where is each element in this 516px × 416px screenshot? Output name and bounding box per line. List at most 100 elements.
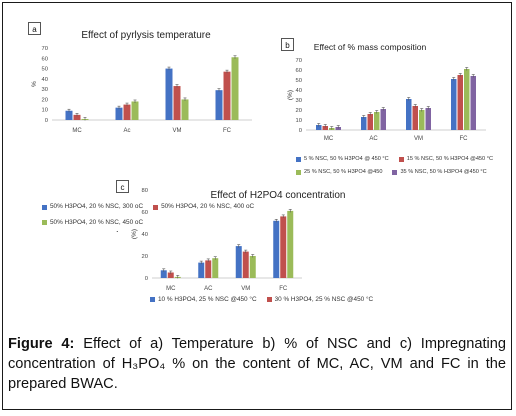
y-tick-label: 60 (42, 56, 48, 62)
bar (212, 258, 219, 278)
category-label: AC (369, 136, 378, 142)
figure-frame (2, 2, 512, 410)
bar (242, 251, 249, 278)
y-tick-label: 40 (142, 232, 148, 238)
category-label: FC (279, 286, 288, 292)
y-tick-label: 30 (296, 98, 302, 104)
y-tick-label: 60 (296, 68, 302, 74)
legend-label: 50% H3PO4, 20 % NSC, 400 oC (161, 203, 255, 210)
chart-a-legend: 50% H3PO4, 20 % NSC, 300 oC 50% H3PO4, 20… (42, 200, 282, 231)
legend-item: 10 % H3PO4, 25 % NSC @450 °C (150, 296, 257, 303)
bar (115, 107, 123, 120)
chart-c-panel-label: c (116, 180, 129, 193)
legend-label: 15 % NSC, 50 % H3PO4 @450 °C (406, 156, 493, 162)
legend-swatch (42, 220, 47, 225)
bar (280, 216, 287, 278)
category-label: MC (324, 136, 334, 142)
bar (205, 260, 212, 278)
bar (173, 86, 181, 120)
legend-label: 10 % H3PO4, 25 % NSC @450 °C (158, 296, 257, 303)
legend-label: 50% H3PO4, 20 % NSC, 450 oC (50, 218, 144, 226)
y-tick-label: 0 (145, 276, 148, 282)
y-tick-label: 30 (42, 87, 48, 93)
bar (425, 108, 431, 130)
chart-b-legend: 5 % NSC, 50 % H3PO4 @ 450 °C 15 % NSC, 50… (296, 154, 506, 180)
bar (181, 99, 189, 120)
bar (123, 104, 131, 120)
bar (322, 126, 328, 130)
chart-title: Effect of % mass composition (314, 42, 427, 52)
bar (223, 71, 231, 120)
bar (131, 101, 139, 120)
bar (287, 210, 294, 278)
y-tick-label: 20 (142, 254, 148, 260)
bar (73, 114, 81, 120)
y-tick-label: 10 (296, 118, 302, 124)
legend-swatch (150, 297, 155, 302)
y-axis-label: % (31, 81, 38, 87)
chart-b-panel-label: b (281, 38, 294, 51)
legend-swatch (266, 297, 272, 302)
y-tick-label: 40 (42, 77, 48, 83)
bar (374, 112, 380, 130)
caption-text: Effect of a) Temperature b) % of NSC and… (8, 336, 506, 392)
y-tick-label: 70 (42, 46, 48, 52)
legend-label: 30 % H3PO4, 25 % NSC @450 °C (274, 296, 374, 303)
legend-item: 5 % NSC, 50 % H3PO4 @ 450 °C (296, 154, 389, 165)
y-axis-label: (%) (131, 229, 138, 239)
bar (215, 90, 223, 120)
y-tick-label: 50 (42, 67, 48, 73)
legend-label: 5 % NSC, 50 % H3PO4 @ 450 °C (304, 156, 389, 162)
y-tick-label: 70 (296, 58, 302, 64)
legend-swatch (296, 157, 301, 162)
bar (273, 220, 280, 278)
legend-swatch (398, 157, 404, 162)
y-tick-label: 10 (42, 108, 48, 114)
y-axis-label: (%) (287, 90, 294, 100)
legend-item: 35 % NSC, 50 % H3PO4 @450 °C (392, 167, 487, 178)
bar (160, 270, 167, 278)
bar (65, 110, 73, 120)
legend-label: 25 % NSC, 50 % H3PO4 @450 (304, 169, 383, 175)
bar (249, 256, 256, 278)
bar (457, 75, 463, 130)
y-tick-label: 40 (296, 88, 302, 94)
bar (419, 110, 425, 130)
legend-swatch (392, 170, 398, 175)
chart-title: Effect of pyrlysis temperature (81, 30, 211, 41)
legend-swatch (153, 204, 159, 210)
category-label: MC (166, 286, 176, 292)
legend-item: 15 % NSC, 50 % H3PO4 @450 °C (398, 154, 493, 165)
bar (165, 68, 173, 120)
chart-title: Effect of H2PO4 concentration (211, 190, 346, 201)
legend-item: 25 % NSC, 50 % H3PO4 @450 (296, 167, 382, 178)
y-tick-label: 20 (42, 97, 48, 103)
bar (412, 106, 418, 130)
bar (470, 76, 476, 130)
legend-swatch (42, 204, 47, 210)
bar (367, 114, 373, 130)
bar (231, 57, 239, 120)
bar (380, 109, 386, 130)
chart-c-legend: 10 % H3PO4, 25 % NSC @450 °C 30 % H3PO4, … (150, 296, 450, 304)
category-label: MC (72, 128, 82, 134)
category-label: FC (223, 128, 232, 134)
y-tick-label: 20 (296, 108, 302, 114)
bar (406, 99, 412, 130)
category-label: VM (173, 128, 182, 134)
y-tick-label: 60 (142, 210, 148, 216)
category-label: VM (241, 286, 250, 292)
legend-item: 50% H3PO4, 20 % NSC, 300 oC (42, 200, 143, 214)
caption-figure-label: Figure 4: (8, 336, 75, 352)
y-tick-label: 0 (299, 128, 302, 134)
legend-swatch (296, 170, 301, 175)
y-tick-label: 0 (45, 118, 48, 124)
legend-item: 50% H3PO4, 20 % NSC, 450 oC (42, 216, 143, 230)
legend-item: 30 % H3PO4, 25 % NSC @450 °C (266, 296, 374, 303)
category-label: Ac (123, 128, 130, 134)
category-label: FC (460, 136, 469, 142)
legend-label: 50% H3PO4, 20 % NSC, 300 oC (50, 203, 144, 210)
